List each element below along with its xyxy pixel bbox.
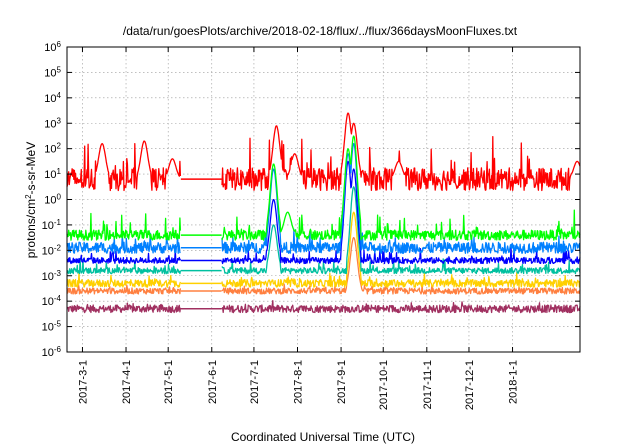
y-tick-label: 103 — [44, 116, 61, 131]
y-tick-label: 10-3 — [42, 268, 62, 283]
y-tick-base: 10 — [42, 271, 54, 283]
series-line — [66, 271, 182, 288]
y-tick-exp: 5 — [57, 65, 62, 74]
y-tick-base: 10 — [44, 67, 56, 79]
x-tick-label: 2017-8-1 — [292, 360, 304, 404]
y-tick-label: 10-5 — [42, 319, 62, 334]
y-axis-label: protons/cm2-s-sr-MeV — [24, 142, 39, 258]
y-tick-label: 100 — [44, 192, 61, 207]
series-line — [221, 186, 581, 275]
x-tick-label: 2017-6-1 — [207, 360, 219, 404]
series-line — [66, 258, 182, 275]
chart-title: /data/run/goesPlots/archive/2018-02-18/f… — [123, 24, 518, 38]
x-axis-label: Coordinated Universal Time (UTC) — [231, 430, 415, 444]
x-tick-label: 2017-7-1 — [249, 360, 261, 404]
y-tick-label: 106 — [44, 40, 61, 55]
y-tick-label: 10-1 — [42, 217, 62, 232]
series-line — [66, 140, 182, 192]
y-tick-base: 10 — [42, 245, 54, 257]
y-axis-label-main: protons/cm — [24, 199, 38, 258]
y-tick-exp: 0 — [57, 192, 62, 201]
x-tick-label: 2017-4-1 — [121, 360, 133, 404]
series-line — [221, 236, 581, 295]
series-line — [66, 302, 182, 314]
series-line — [221, 142, 581, 255]
series-line — [221, 300, 581, 314]
series-line — [221, 160, 581, 265]
x-tick-label: 2017-10-1 — [378, 360, 390, 410]
y-tick-label: 10-2 — [42, 243, 62, 257]
y-tick-exp: 6 — [57, 40, 62, 49]
y-tick-base: 10 — [44, 118, 56, 130]
x-tick-label: 2018-1-1 — [508, 360, 520, 404]
y-tick-exp: 2 — [57, 141, 62, 150]
x-tick-label: 2017-5-1 — [163, 360, 175, 404]
y-tick-base: 10 — [44, 169, 56, 181]
y-tick-exp: -2 — [54, 243, 62, 252]
y-tick-label: 105 — [44, 65, 61, 80]
y-tick-label: 10-6 — [42, 345, 62, 360]
x-tick-label: 2017-12-1 — [464, 360, 476, 410]
y-tick-base: 10 — [42, 296, 54, 308]
y-tick-exp: 1 — [57, 167, 62, 176]
y-axis-ticks: 10-610-510-410-310-210-11001011021031041… — [42, 40, 580, 360]
y-tick-label: 101 — [44, 167, 61, 182]
x-tick-label: 2017-9-1 — [336, 360, 348, 404]
y-tick-exp: -1 — [54, 217, 62, 226]
y-tick-base: 10 — [44, 195, 56, 207]
y-tick-exp: 3 — [57, 116, 62, 125]
series-line — [66, 212, 182, 241]
series-group — [66, 112, 581, 314]
y-axis-label-tail: -s-sr-MeV — [24, 142, 38, 195]
y-tick-exp: 4 — [57, 90, 62, 99]
series-line — [66, 232, 181, 254]
y-tick-base: 10 — [44, 42, 56, 54]
series-line — [221, 211, 581, 288]
x-tick-label: 2017-3-1 — [77, 360, 89, 404]
x-axis-ticks: 2017-3-1 2017-4-1 2017-5-1 2017-6-1 2017-7-1… — [77, 47, 520, 410]
y-tick-base: 10 — [44, 144, 56, 156]
y-tick-label: 102 — [44, 141, 61, 156]
series-line — [221, 135, 581, 241]
y-axis-label-sup: 2 — [24, 194, 33, 199]
y-tick-exp: -3 — [54, 268, 62, 277]
series-line — [221, 112, 581, 192]
y-tick-base: 10 — [44, 93, 56, 105]
series-line — [66, 283, 182, 295]
y-tick-exp: -4 — [54, 294, 62, 303]
y-tick-base: 10 — [42, 347, 54, 359]
y-tick-exp: -5 — [54, 319, 62, 328]
series-line — [66, 249, 181, 265]
y-tick-exp: -6 — [54, 345, 62, 354]
y-tick-base: 10 — [42, 322, 54, 334]
y-tick-label: 10-4 — [42, 294, 62, 309]
y-tick-label: 104 — [44, 90, 61, 105]
x-tick-label: 2017-11-1 — [422, 360, 434, 409]
y-tick-base: 10 — [42, 220, 54, 232]
